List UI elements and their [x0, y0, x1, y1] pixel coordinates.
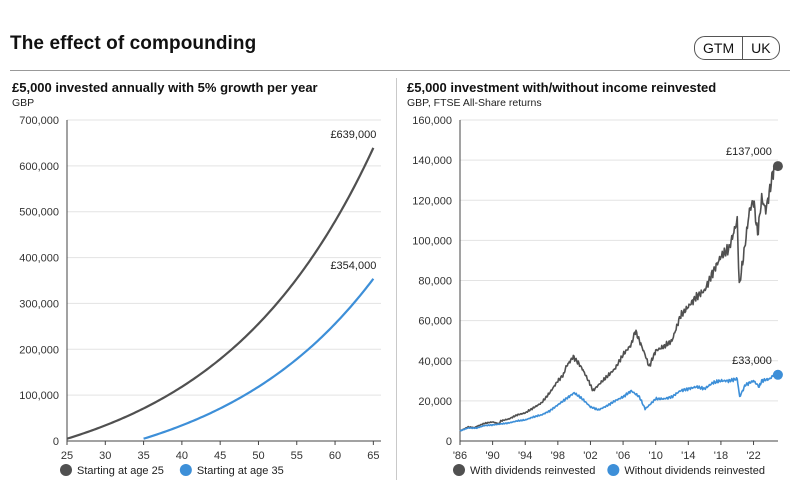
left-x-tick-label: 40	[176, 450, 188, 462]
right-x-tick-label: '02	[583, 450, 597, 462]
left-y-tick-label: 400,000	[19, 253, 59, 265]
right-x-tick-label: '14	[681, 450, 695, 462]
left-x-tick-label: 55	[291, 450, 303, 462]
right-chart-title: £5,000 investment with/without income re…	[407, 80, 717, 95]
left-legend-swatch-2	[179, 464, 192, 476]
right-x-tick-label: '10	[649, 450, 663, 462]
header-rule	[10, 70, 790, 71]
left-legend-swatch-1	[60, 464, 72, 476]
right-x-tick-label: '98	[551, 450, 565, 462]
left-series-end-label-2: £354,000	[330, 260, 376, 272]
left-x-tick-label: 45	[214, 450, 226, 462]
right-x-tick-label: '90	[485, 450, 499, 462]
left-y-tick-label: 0	[53, 436, 59, 448]
right-series-line-1	[459, 166, 775, 432]
right-series-line-2	[459, 374, 775, 432]
right-chart-subtitle: GBP, FTSE All-Share returns	[407, 97, 542, 109]
left-y-tick-label: 500,000	[19, 207, 59, 219]
right-series-end-dot-2	[772, 369, 783, 380]
right-y-tick-label: 20,000	[418, 396, 452, 408]
right-x-tick-label: '86	[453, 450, 467, 462]
left-series-line-1	[66, 147, 375, 440]
left-y-tick-label: 700,000	[19, 115, 59, 127]
left-series-end-label-1: £639,000	[330, 129, 376, 141]
right-y-tick-label: 120,000	[412, 195, 452, 207]
badge-gtm: GTM	[703, 40, 735, 56]
right-legend-swatch-2	[607, 464, 620, 476]
panel-divider	[396, 78, 397, 480]
right-y-tick-label: 160,000	[412, 115, 452, 127]
badge-divider	[742, 37, 744, 59]
right-x-tick-label: '18	[714, 450, 728, 462]
right-x-tick-label: '22	[746, 450, 760, 462]
right-legend-label-2: Without dividends reinvested	[624, 465, 765, 477]
left-y-tick-label: 300,000	[19, 298, 59, 310]
left-y-tick-label: 600,000	[19, 161, 59, 173]
left-y-tick-label: 200,000	[19, 344, 59, 356]
left-x-tick-label: 25	[61, 450, 73, 462]
right-y-tick-label: 80,000	[418, 276, 452, 288]
badge-uk: UK	[751, 40, 771, 56]
right-legend-label-1: With dividends reinvested	[470, 465, 595, 477]
left-legend-label-2: Starting at age 35	[197, 465, 284, 477]
left-x-tick-label: 65	[367, 450, 379, 462]
right-y-tick-label: 140,000	[412, 155, 452, 167]
right-series-end-dot-1	[772, 161, 783, 172]
page-title: The effect of compounding	[10, 33, 257, 54]
left-series-line-2	[143, 278, 375, 440]
left-y-tick-label: 100,000	[19, 390, 59, 402]
left-x-tick-label: 60	[329, 450, 341, 462]
left-x-tick-label: 35	[137, 450, 149, 462]
right-series-end-label-2: £33,000	[732, 355, 772, 367]
right-x-tick-label: '06	[616, 450, 630, 462]
right-legend-swatch-1	[453, 464, 465, 476]
right-y-tick-label: 0	[446, 436, 452, 448]
left-x-tick-label: 50	[252, 450, 264, 462]
left-chart-title: £5,000 invested annually with 5% growth …	[12, 80, 318, 95]
right-series-end-label-1: £137,000	[726, 146, 772, 158]
right-y-tick-label: 60,000	[418, 316, 452, 328]
left-chart-subtitle: GBP	[12, 97, 35, 109]
right-x-tick-label: '94	[518, 450, 532, 462]
right-y-tick-label: 40,000	[418, 356, 452, 368]
left-legend-label-1: Starting at age 25	[77, 465, 164, 477]
left-x-tick-label: 30	[99, 450, 111, 462]
right-y-tick-label: 100,000	[412, 235, 452, 247]
region-badge[interactable]: GTM UK	[694, 36, 780, 60]
